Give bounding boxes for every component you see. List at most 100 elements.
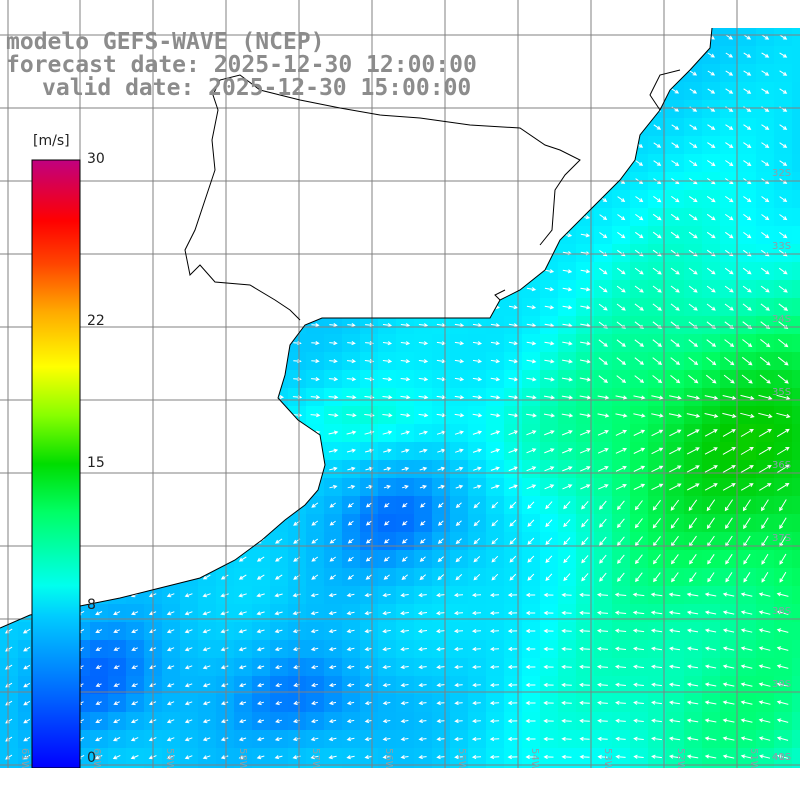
wind-arrow <box>383 574 390 580</box>
wind-arrow <box>401 196 410 202</box>
wind-arrow <box>112 538 121 544</box>
wind-arrow <box>579 610 590 616</box>
wind-arrow <box>95 737 103 742</box>
wind-cell <box>504 262 523 281</box>
wind-arrow <box>238 701 247 706</box>
wind-arrow <box>722 682 735 687</box>
wind-arrow <box>256 611 265 616</box>
wind-cell <box>252 190 271 209</box>
wind-arrow <box>779 34 788 40</box>
wind-arrow <box>239 448 248 453</box>
wind-arrow <box>579 413 592 418</box>
wind-arrow <box>704 754 717 759</box>
wind-arrow <box>562 71 573 76</box>
wind-arrow <box>382 341 393 346</box>
wind-arrow <box>597 682 608 687</box>
wind-arrow <box>634 536 643 547</box>
wind-arrow <box>436 305 447 310</box>
wind-arrow <box>581 573 589 582</box>
wind-arrow <box>617 196 626 203</box>
wind-arrow <box>632 610 645 615</box>
wind-arrow <box>112 214 123 220</box>
wind-arrow <box>760 303 770 311</box>
wind-cell <box>90 118 109 137</box>
wind-arrow <box>472 359 483 364</box>
wind-cell <box>90 244 109 263</box>
wind-arrow <box>328 719 337 724</box>
wind-cell <box>216 298 235 317</box>
wind-arrow <box>274 214 285 220</box>
wind-arrow <box>113 286 122 292</box>
wind-arrow <box>544 197 555 202</box>
wind-arrow <box>776 628 789 633</box>
wind-cell <box>504 226 523 245</box>
wind-arrow <box>167 304 176 310</box>
wind-cell <box>450 298 469 317</box>
wind-cell <box>162 154 181 173</box>
wind-arrow <box>581 518 589 528</box>
wind-arrow <box>131 232 140 238</box>
wind-cell <box>234 388 253 407</box>
wind-arrow <box>275 502 283 508</box>
wind-cell <box>504 208 523 227</box>
wind-arrow <box>543 754 554 760</box>
wind-arrow <box>544 341 555 346</box>
wind-arrow <box>706 303 716 311</box>
wind-arrow <box>580 161 591 166</box>
wind-cell <box>234 280 253 299</box>
wind-cell <box>108 460 127 479</box>
wind-cell <box>72 100 91 119</box>
wind-cell <box>18 100 37 119</box>
wind-arrow <box>328 430 339 435</box>
wind-arrow <box>544 430 555 436</box>
wind-arrow <box>563 537 571 546</box>
wind-cell <box>540 46 559 65</box>
wind-arrow <box>635 196 644 203</box>
wind-arrow <box>526 395 537 400</box>
wind-arrow <box>257 502 265 508</box>
wind-arrow <box>418 395 429 400</box>
wind-arrow <box>382 322 393 328</box>
wind-arrow <box>543 700 554 706</box>
longitude-label: 51W <box>748 748 759 771</box>
wind-cell <box>792 568 800 587</box>
wind-cell <box>126 532 145 551</box>
wind-arrow <box>759 356 771 366</box>
wind-arrow <box>544 215 555 220</box>
wind-arrow <box>203 520 211 526</box>
wind-cell <box>468 136 487 155</box>
wind-arrow <box>257 394 266 400</box>
wind-arrow <box>741 374 753 384</box>
wind-cell <box>792 316 800 335</box>
wind-arrow <box>686 592 699 597</box>
wind-arrow <box>401 466 410 471</box>
wind-cell <box>468 208 487 227</box>
wind-cell <box>306 298 325 317</box>
wind-arrow <box>668 413 683 418</box>
wind-arrow <box>167 466 176 471</box>
wind-cell <box>270 424 289 443</box>
wind-arrow <box>724 267 734 275</box>
wind-arrow <box>632 646 645 651</box>
wind-arrow <box>328 376 339 382</box>
wind-arrow <box>130 160 141 166</box>
wind-arrow <box>130 719 139 724</box>
wind-cell <box>198 532 217 551</box>
wind-arrow <box>347 520 354 526</box>
wind-arrow <box>346 719 355 724</box>
wind-arrow <box>95 629 103 633</box>
wind-arrow <box>329 538 336 544</box>
wind-cell <box>396 118 415 137</box>
wind-arrow <box>5 304 14 310</box>
wind-arrow <box>346 683 355 688</box>
wind-arrow <box>113 719 121 724</box>
wind-arrow <box>471 610 482 616</box>
wind-arrow <box>220 574 229 580</box>
wind-arrow <box>95 611 103 616</box>
wind-arrow <box>650 592 663 597</box>
wind-arrow <box>671 88 680 94</box>
wind-arrow <box>454 682 463 688</box>
wind-cell <box>162 370 181 389</box>
wind-cell <box>504 280 523 299</box>
wind-cell <box>234 298 253 317</box>
